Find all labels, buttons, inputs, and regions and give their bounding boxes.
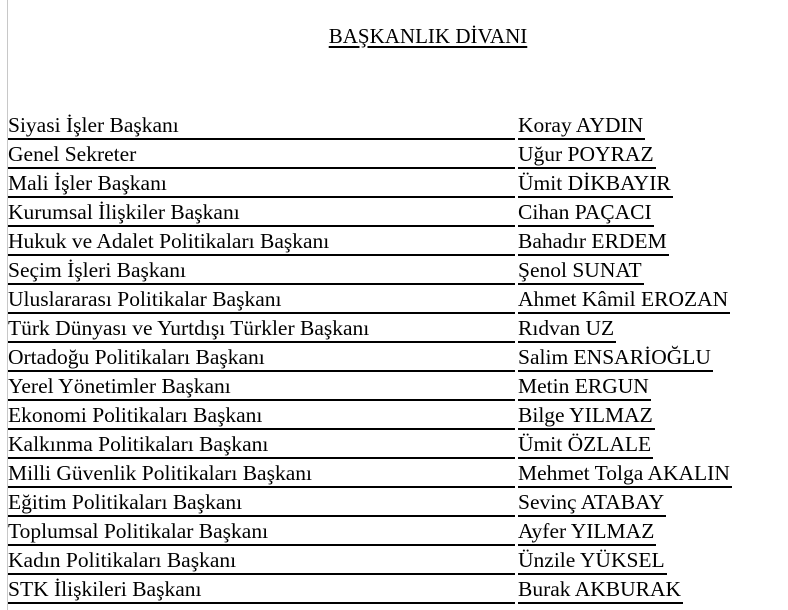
member-row: Milli Güvenlik Politikaları Başkanı Mehme…: [8, 459, 732, 488]
member-name: Şenol SUNAT: [518, 257, 644, 285]
member-row: Toplumsal Politikalar Başkanı Ayfer YILMA…: [8, 517, 732, 546]
member-name: Koray AYDIN: [518, 112, 646, 140]
member-role: Mali İşler Başkanı: [8, 170, 515, 198]
member-row: Ekonomi Politikaları Başkanı Bilge YILMAZ: [8, 401, 732, 430]
member-row: Uluslararası Politikalar Başkanı Ahmet Kâ…: [8, 285, 732, 314]
member-row: Seçim İşleri Başkanı Şenol SUNAT: [8, 256, 732, 285]
member-row: Kurumsal İlişkiler Başkanı Cihan PAÇACI: [8, 198, 732, 227]
member-role: Hukuk ve Adalet Politikaları Başkanı: [8, 228, 515, 256]
member-name: Bahadır ERDEM: [518, 228, 669, 256]
member-name: Mehmet Tolga AKALIN: [518, 460, 732, 488]
member-role: Genel Sekreter: [8, 141, 515, 169]
member-name: Rıdvan UZ: [518, 315, 617, 343]
member-row: Siyasi İşler Başkanı Koray AYDIN: [8, 111, 732, 140]
member-name: Ünzile YÜKSEL: [518, 547, 667, 575]
member-role: STK İlişkileri Başkanı: [8, 576, 515, 604]
member-role: Milli Güvenlik Politikaları Başkanı: [8, 460, 515, 488]
member-row: STK İlişkileri Başkanı Burak AKBURAK: [8, 575, 732, 604]
member-role: Siyasi İşler Başkanı: [8, 112, 515, 140]
member-row: Ortadoğu Politikaları Başkanı Salim ENSAR…: [8, 343, 732, 372]
member-role: Seçim İşleri Başkanı: [8, 257, 515, 285]
member-role: Eğitim Politikaları Başkanı: [8, 489, 515, 517]
member-row: Türk Dünyası ve Yurtdışı Türkler Başkanı…: [8, 314, 732, 343]
member-row: Hukuk ve Adalet Politikaları Başkanı Baha…: [8, 227, 732, 256]
member-role: Türk Dünyası ve Yurtdışı Türkler Başkanı: [8, 315, 515, 343]
member-role: Toplumsal Politikalar Başkanı: [8, 518, 515, 546]
member-role: Uluslararası Politikalar Başkanı: [8, 286, 515, 314]
page-title: BAŞKANLIK DİVANI: [328, 24, 528, 48]
member-row: Mali İşler Başkanı Ümit DİKBAYIR: [8, 169, 732, 198]
member-name: Ümit DİKBAYIR: [518, 170, 673, 198]
member-role: Yerel Yönetimler Başkanı: [8, 373, 515, 401]
member-name: Metin ERGUN: [518, 373, 651, 401]
member-name: Ahmet Kâmil EROZAN: [518, 286, 731, 314]
member-row: Kadın Politikaları Başkanı Ünzile YÜKSEL: [8, 546, 732, 575]
member-name: Bilge YILMAZ: [518, 402, 655, 430]
member-list: Siyasi İşler Başkanı Koray AYDIN Genel Sek…: [8, 111, 732, 604]
member-name: Burak AKBURAK: [518, 576, 684, 604]
member-name: Cihan PAÇACI: [518, 199, 654, 227]
member-role: Ekonomi Politikaları Başkanı: [8, 402, 515, 430]
member-name: Uğur POYRAZ: [518, 141, 656, 169]
member-role: Kalkınma Politikaları Başkanı: [8, 431, 515, 459]
member-role: Kurumsal İlişkiler Başkanı: [8, 199, 515, 227]
member-row: Yerel Yönetimler Başkanı Metin ERGUN: [8, 372, 732, 401]
member-row: Genel Sekreter Uğur POYRAZ: [8, 140, 732, 169]
member-name: Salim ENSARİOĞLU: [518, 344, 713, 372]
member-role: Kadın Politikaları Başkanı: [8, 547, 515, 575]
member-role: Ortadoğu Politikaları Başkanı: [8, 344, 515, 372]
member-name: Ümit ÖZLALE: [518, 431, 654, 459]
member-name: Sevinç ATABAY: [518, 489, 667, 517]
member-row: Kalkınma Politikaları Başkanı Ümit ÖZLALE: [8, 430, 732, 459]
page-margin-line: [7, 0, 8, 610]
member-name: Ayfer YILMAZ: [518, 518, 657, 546]
member-row: Eğitim Politikaları Başkanı Sevinç ATABAY: [8, 488, 732, 517]
